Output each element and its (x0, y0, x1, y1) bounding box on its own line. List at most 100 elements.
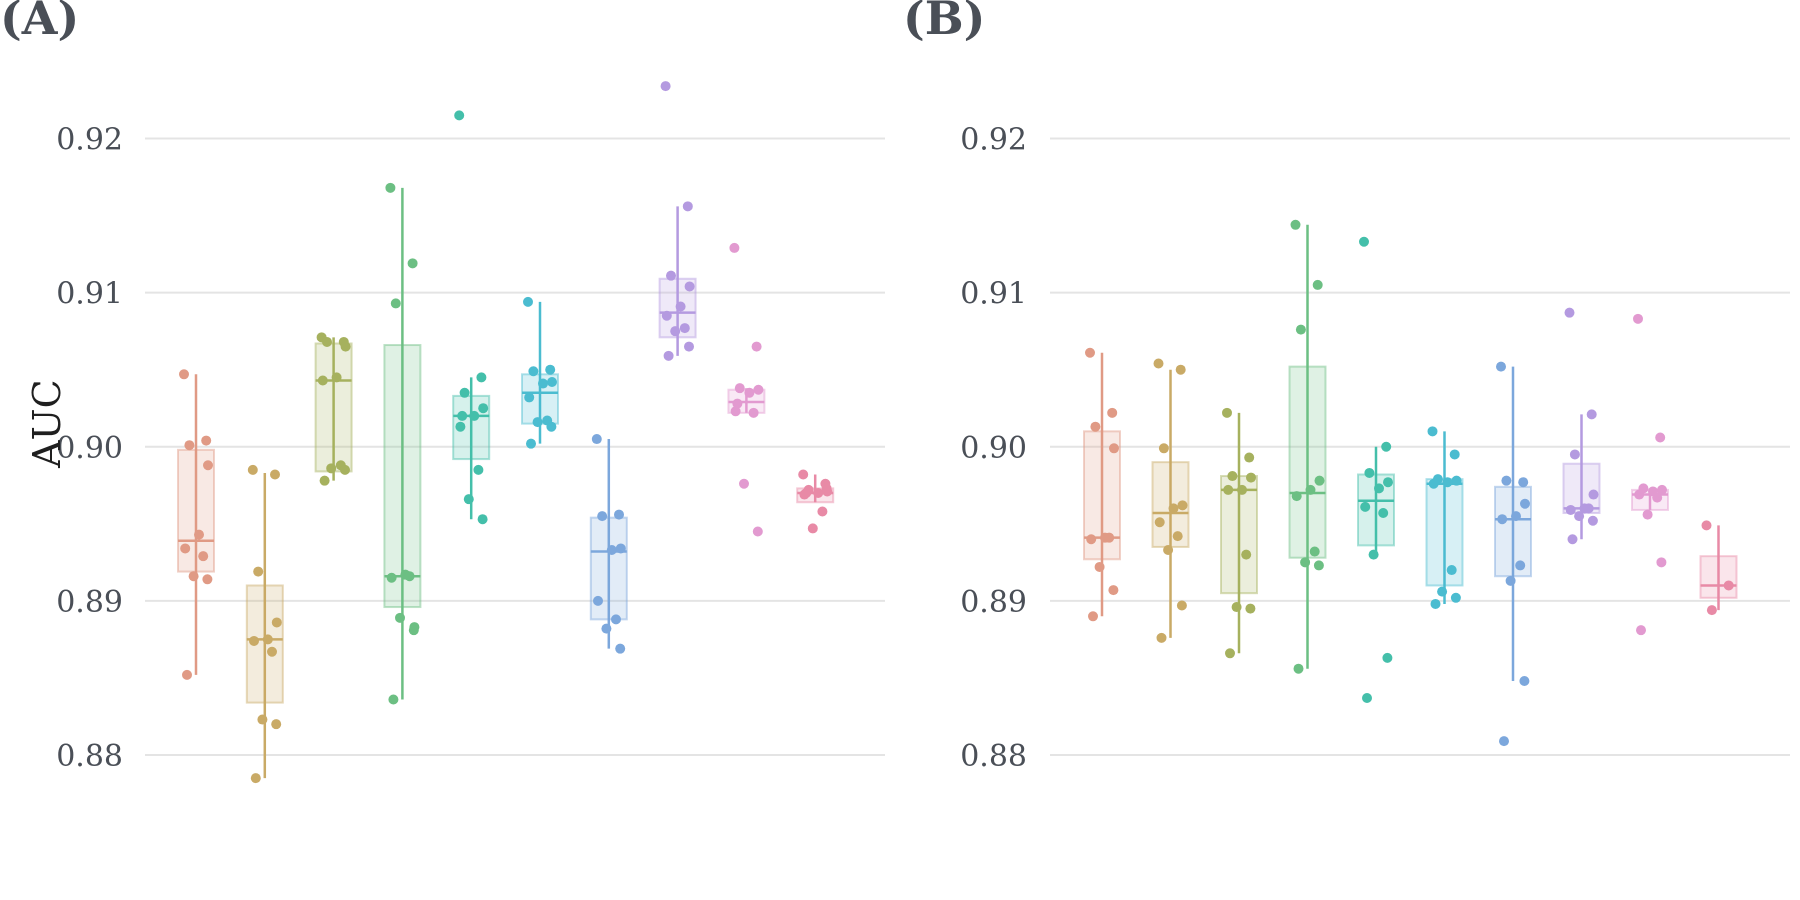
data-point (1293, 663, 1304, 674)
data-point (408, 625, 419, 636)
data-point (454, 110, 465, 121)
data-point (1505, 575, 1516, 586)
data-point (751, 341, 762, 352)
data-point (1430, 598, 1441, 609)
data-point (807, 523, 818, 534)
data-point (748, 407, 759, 418)
data-point (523, 296, 533, 307)
data-point (1499, 736, 1509, 747)
data-point (271, 617, 282, 628)
y-tick-label: 0.90 (56, 431, 123, 466)
data-point (1450, 592, 1461, 603)
data-point (476, 372, 487, 383)
data-point (473, 464, 484, 475)
box-group (1494, 361, 1532, 747)
data-point (753, 384, 764, 395)
y-tick-label: 0.92 (56, 123, 123, 158)
data-point (463, 494, 474, 505)
data-point (179, 369, 189, 380)
data-point (547, 377, 557, 388)
data-point (1360, 501, 1371, 512)
data-point (1518, 477, 1529, 488)
data-point (684, 281, 695, 292)
data-point (606, 545, 617, 556)
data-point (684, 341, 694, 352)
data-point (1427, 426, 1438, 437)
data-point (1588, 489, 1599, 500)
box-group (1288, 219, 1327, 674)
y-tick-label: 0.89 (56, 585, 123, 620)
data-point (663, 350, 674, 361)
data-point (1108, 585, 1119, 596)
data-point (404, 571, 415, 582)
data-point (253, 566, 264, 577)
data-point (660, 81, 671, 92)
data-point (1383, 477, 1393, 488)
data-point (524, 392, 535, 403)
box-group (521, 296, 559, 449)
data-point (1090, 421, 1101, 432)
data-point (1314, 475, 1325, 486)
box-group (245, 464, 284, 784)
data-point (1222, 407, 1232, 418)
box-group (1357, 236, 1395, 703)
data-point (1497, 514, 1508, 525)
panel-a: (A) 0.88 0.89 0.90 0.91 0.92 AUC (0, 0, 885, 784)
box (314, 342, 353, 473)
data-point (257, 714, 268, 725)
data-point (1652, 492, 1663, 503)
data-point (817, 506, 828, 517)
data-point (1381, 441, 1392, 452)
data-point (1501, 475, 1512, 486)
data-point (1437, 586, 1448, 597)
data-point (813, 487, 824, 498)
data-point (614, 509, 624, 520)
data-point (1451, 475, 1462, 486)
data-point (1163, 545, 1174, 556)
data-point (744, 387, 755, 398)
data-point (1094, 561, 1105, 572)
data-point (730, 406, 741, 417)
data-point (1446, 565, 1457, 576)
data-point (591, 434, 602, 445)
data-point (1657, 484, 1667, 495)
box-group (589, 434, 628, 654)
data-point (390, 298, 401, 309)
data-point (597, 511, 608, 522)
box (383, 344, 422, 609)
y-tick-label: 0.90 (960, 431, 1027, 466)
data-point (661, 310, 672, 321)
y-axis-label: AUC (25, 379, 69, 469)
data-point (1172, 531, 1183, 542)
data-point (331, 372, 342, 383)
data-point (1364, 467, 1375, 478)
box (1425, 478, 1464, 587)
box-group (452, 110, 491, 525)
data-point (478, 403, 489, 414)
data-point (477, 514, 488, 525)
data-point (1300, 557, 1311, 568)
data-point (455, 421, 466, 432)
data-point (1378, 508, 1389, 519)
data-point (1634, 489, 1645, 500)
data-point (1231, 602, 1242, 613)
data-point (198, 551, 209, 562)
data-point (271, 719, 282, 730)
data-point (526, 438, 536, 449)
data-point (1368, 549, 1379, 560)
data-point (615, 543, 626, 554)
data-point (203, 460, 213, 471)
data-point (1313, 560, 1324, 571)
data-point (247, 464, 258, 475)
data-point (1290, 219, 1301, 230)
data-point (615, 643, 626, 654)
data-point (732, 398, 743, 409)
data-point (182, 669, 192, 680)
data-point (267, 646, 277, 657)
data-point (340, 464, 350, 475)
data-point (1359, 236, 1369, 247)
data-point (317, 375, 328, 386)
box-group (1220, 407, 1258, 659)
data-point (1305, 484, 1316, 495)
